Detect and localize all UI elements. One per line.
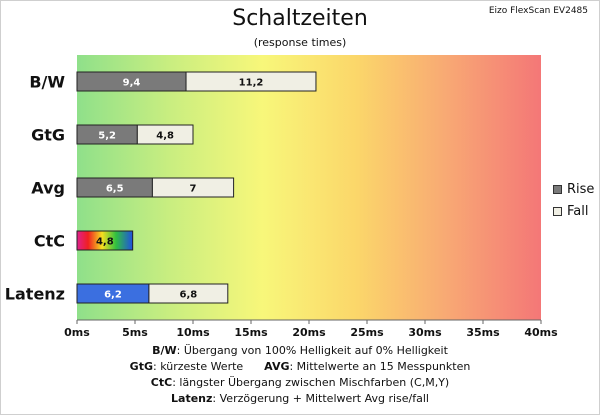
bar-fall (136, 124, 194, 145)
note-line-ctc: CtC: längster Übergang zwischen Mischfar… (0, 375, 600, 391)
note-text: : Verzögerung + Mittelwert Avg rise/fall (212, 392, 429, 405)
legend: Rise Fall (553, 178, 594, 222)
x-tick-label: 25ms (350, 326, 384, 339)
x-tick-label: 5ms (122, 326, 148, 339)
bar-fall-label: 6,8 (180, 290, 198, 301)
legend-label-fall: Fall (567, 203, 589, 219)
category-label: Avg (31, 179, 65, 198)
bar-rise-label: 6,2 (104, 290, 122, 301)
x-tick-label: 15ms (234, 326, 268, 339)
legend-label-rise: Rise (567, 181, 595, 197)
bar-fall (148, 283, 229, 304)
note-key: CtC (150, 376, 173, 389)
legend-item-fall: Fall (553, 200, 594, 222)
model-label: Eizo FlexScan EV2485 (488, 6, 588, 16)
category-label: B/W (29, 73, 65, 92)
bar-rise (76, 230, 134, 251)
category-label: CtC (34, 232, 65, 251)
legend-item-rise: Rise (553, 178, 594, 200)
bar-fall-label: 4,8 (156, 131, 174, 142)
x-tick-label: 10ms (176, 326, 210, 339)
bar-fall (185, 71, 317, 92)
bar-fall-label: 11,2 (239, 78, 264, 89)
note-line-bw: B/W: Übergang von 100% Helligkeit auf 0%… (0, 343, 600, 359)
bar-rise-label: 5,2 (98, 131, 116, 142)
note-key: Latenz (171, 392, 213, 405)
bar-fall (151, 177, 235, 198)
category-label: Latenz (5, 285, 65, 304)
x-tick-label: 40ms (524, 326, 558, 339)
category-label: GtG (31, 126, 65, 145)
note-line-latenz: Latenz: Verzögerung + Mittelwert Avg ris… (0, 391, 600, 407)
note-key: B/W (152, 344, 177, 357)
chart-title: Schaltzeiten (232, 6, 368, 31)
note-text: : kürzeste Werte (153, 360, 244, 373)
note-text: : Mittelwerte an 15 Messpunkten (289, 360, 471, 373)
legend-swatch-fall (553, 206, 562, 216)
notes: B/W: Übergang von 100% Helligkeit auf 0%… (0, 343, 600, 407)
bar-rise-label: 4,8 (96, 237, 114, 248)
note-text: : längster Übergang zwischen Mischfarben… (172, 376, 450, 389)
note-line-gtg: GtG: kürzeste Werte AVG: Mittelwerte an … (0, 359, 600, 375)
bar-fall-label: 7 (190, 184, 197, 195)
x-tick-label: 30ms (408, 326, 442, 339)
legend-swatch-rise (553, 184, 562, 194)
bar-rise-label: 9,4 (123, 78, 141, 89)
x-tick-label: 20ms (292, 326, 326, 339)
note-key: AVG (264, 360, 290, 373)
note-key: GtG (129, 360, 153, 373)
x-tick-label: 0ms (64, 326, 90, 339)
chart-subtitle: (response times) (253, 36, 347, 49)
note-text: : Übergang von 100% Helligkeit auf 0% He… (176, 344, 448, 357)
bar-rise-label: 6,5 (106, 184, 124, 195)
x-tick-label: 35ms (466, 326, 500, 339)
